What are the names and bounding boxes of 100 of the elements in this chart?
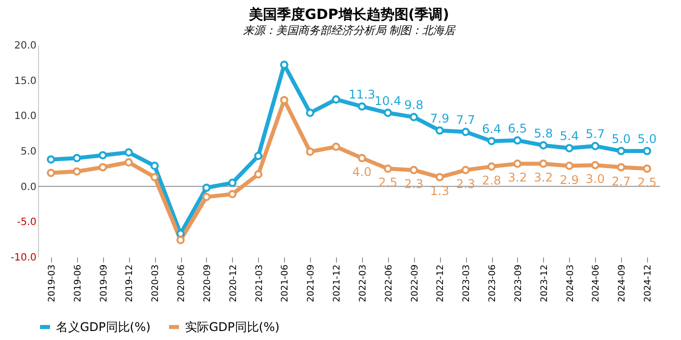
x-tick-label: 2022-12 (436, 264, 446, 302)
y-tick-label: 0.0 (20, 182, 36, 193)
point (306, 108, 314, 117)
chart-title: 美国季度GDP增长趋势图(季调) (248, 6, 450, 23)
x-tick-label: 2020-09 (202, 264, 213, 302)
point (98, 151, 107, 160)
y-tick-label: 15.0 (14, 76, 36, 87)
point (98, 163, 107, 172)
data-label: 5.7 (586, 127, 605, 142)
data-label: 5.4 (560, 129, 579, 144)
point (616, 163, 626, 172)
point (176, 230, 185, 238)
data-label: 3.2 (534, 170, 553, 185)
point (176, 236, 185, 244)
x-tick-label: 2023-12 (540, 264, 550, 302)
y-tick-label: 20.0 (14, 40, 36, 52)
x-tick-label: 2021-03 (254, 264, 265, 302)
legend-label: 实际GDP同比(%) (185, 320, 280, 334)
x-tick-label: 2024-12 (644, 264, 654, 302)
point (280, 60, 288, 69)
point (228, 190, 237, 198)
x-tick-label: 2020-03 (151, 264, 162, 302)
point (124, 148, 133, 157)
x-tick-label: 2019-03 (47, 264, 58, 302)
x-tick-label: 2019-09 (99, 264, 110, 302)
point (436, 172, 444, 182)
point (384, 108, 392, 117)
point (591, 160, 600, 170)
x-tick-label: 2019-12 (125, 264, 136, 302)
point (46, 155, 56, 164)
point (487, 162, 496, 171)
x-tick-label: 2023-09 (514, 264, 524, 302)
data-label: 6.4 (482, 122, 502, 136)
x-tick-label: 2022-06 (384, 264, 394, 302)
legend-label: 名义GDP同比(%) (56, 320, 151, 334)
x-tick-label: 2022-09 (410, 264, 420, 302)
x-tick-label: 2021-06 (280, 264, 291, 302)
point (565, 144, 574, 152)
point (410, 166, 418, 174)
point (254, 152, 262, 160)
data-label: 2.5 (378, 176, 398, 190)
data-label: 2.7 (612, 174, 631, 188)
point (228, 178, 237, 187)
x-tick-label: 2024-03 (566, 264, 576, 302)
point (461, 166, 470, 174)
point (487, 136, 496, 146)
point (436, 126, 444, 135)
data-label: 5.0 (637, 132, 657, 146)
data-label: 3.2 (508, 170, 528, 185)
point (150, 172, 159, 182)
data-label: 1.3 (430, 184, 450, 198)
x-tick-label: 2023-06 (488, 264, 498, 302)
x-tick-label: 2021-12 (332, 264, 343, 302)
point (591, 142, 600, 150)
x-tick-label: 2021-09 (306, 264, 317, 302)
point (616, 146, 626, 156)
point (539, 141, 548, 150)
point (124, 158, 133, 166)
y-tick-label: -5.0 (16, 217, 36, 228)
data-label: 6.5 (508, 121, 528, 136)
y-tick-label: 5.0 (20, 146, 36, 158)
x-tick-label: 2019-06 (73, 264, 84, 302)
data-label: 11.3 (348, 87, 376, 102)
y-tick-label: 10.0 (14, 111, 36, 122)
point (202, 184, 211, 192)
data-label: 9.8 (404, 98, 424, 112)
point (202, 192, 211, 202)
x-tick-label: 2020-06 (177, 264, 188, 302)
point (332, 142, 340, 151)
data-label: 3.0 (586, 172, 605, 186)
point (72, 154, 82, 162)
x-tick-label: 2024-06 (592, 264, 602, 302)
point (332, 95, 340, 104)
point (358, 102, 366, 111)
point (306, 148, 314, 156)
point (513, 136, 522, 145)
data-label: 2.8 (482, 174, 502, 188)
data-label: 7.7 (456, 112, 476, 127)
point (150, 162, 159, 170)
data-label: 5.0 (612, 132, 631, 146)
data-label: 10.4 (374, 94, 402, 108)
point (461, 128, 470, 136)
point (46, 168, 56, 178)
data-label: 2.5 (637, 176, 657, 190)
chart-subtitle: 来源：美国商务部经济分析局 制图：北海居 (242, 24, 456, 37)
y-tick-label: -10.0 (10, 252, 36, 264)
x-tick-label: 2023-03 (462, 264, 472, 302)
point (358, 154, 366, 162)
point (72, 167, 82, 176)
point (539, 160, 548, 168)
point (254, 170, 262, 178)
point (642, 146, 652, 156)
data-label: 4.0 (352, 165, 372, 180)
data-label: 7.9 (430, 112, 450, 126)
point (513, 160, 522, 168)
point (410, 112, 418, 122)
point (565, 162, 574, 170)
data-label: 2.9 (560, 172, 579, 187)
x-tick-label: 2022-03 (358, 264, 368, 302)
x-tick-label: 2024-09 (618, 264, 628, 302)
